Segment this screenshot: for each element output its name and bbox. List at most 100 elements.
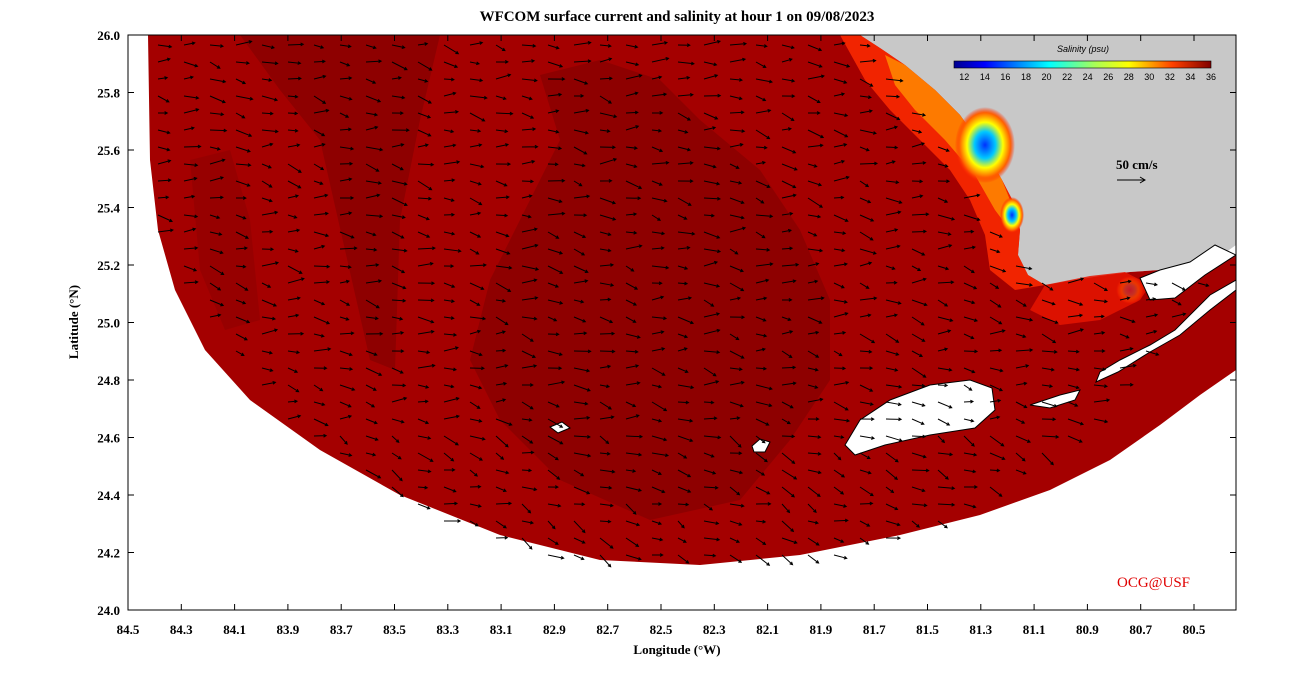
current-vector	[573, 384, 591, 392]
current-vector	[261, 350, 273, 355]
current-vector	[417, 329, 435, 335]
current-vector	[781, 554, 794, 566]
current-vector	[729, 265, 744, 273]
current-vector	[677, 161, 694, 165]
colorbar-tick-label: 16	[1000, 72, 1010, 82]
current-vector	[1119, 363, 1137, 369]
current-vector	[781, 127, 792, 131]
current-vector	[469, 469, 478, 477]
current-vector	[573, 469, 585, 477]
current-vector	[599, 112, 618, 119]
current-vector	[833, 331, 847, 335]
current-vector	[287, 277, 305, 284]
current-vector	[547, 452, 559, 461]
current-vector	[859, 282, 870, 289]
current-vector	[547, 162, 559, 167]
current-vector	[911, 316, 925, 326]
current-vector	[417, 246, 436, 251]
current-vector	[417, 316, 435, 324]
current-vector	[651, 92, 668, 97]
land-keys	[1095, 244, 1236, 383]
current-vector	[599, 95, 612, 104]
current-vector	[651, 128, 663, 133]
current-vector	[833, 350, 843, 357]
current-vector	[911, 212, 930, 217]
current-vector	[911, 161, 927, 165]
current-vector	[573, 180, 583, 187]
current-vector	[833, 175, 850, 182]
current-vector	[443, 197, 455, 202]
current-vector	[989, 468, 1001, 473]
current-vector	[755, 435, 766, 444]
current-vector	[729, 451, 743, 456]
current-vector	[833, 469, 846, 478]
current-vector	[1041, 452, 1054, 466]
current-vector	[703, 312, 721, 318]
scale-vector: 50 cm/s	[1116, 157, 1158, 184]
current-vector	[807, 435, 822, 439]
current-vector	[859, 78, 874, 87]
current-vector	[651, 214, 661, 221]
current-vector	[885, 125, 899, 131]
colorbar-tick-label: 24	[1083, 72, 1093, 82]
current-vector	[859, 501, 874, 506]
x-tick-label: 83.1	[490, 622, 513, 637]
current-vector	[443, 143, 457, 148]
current-vector	[391, 316, 404, 321]
current-vector	[911, 503, 928, 508]
current-vector	[287, 194, 300, 199]
current-vector	[313, 163, 325, 171]
current-vector	[339, 196, 355, 200]
current-vector	[859, 333, 876, 344]
current-vector	[209, 176, 225, 182]
colorbar-tick-label: 12	[959, 72, 969, 82]
current-vector	[391, 396, 408, 403]
current-vector	[547, 332, 560, 337]
current-vector	[807, 262, 820, 267]
current-vector	[859, 384, 874, 392]
current-vector	[417, 503, 431, 510]
current-vector	[833, 248, 846, 253]
current-vector	[703, 74, 719, 80]
current-vector	[833, 366, 847, 371]
current-vector	[1041, 282, 1054, 291]
current-vector	[313, 366, 328, 371]
current-vector	[703, 400, 715, 405]
current-vector	[547, 469, 561, 480]
current-vector	[313, 193, 329, 199]
current-vector	[807, 554, 820, 564]
current-vector	[833, 435, 845, 439]
current-vector	[261, 247, 275, 252]
current-vector	[287, 163, 302, 173]
current-vector	[729, 143, 744, 148]
current-vector	[859, 486, 874, 497]
current-vector	[1041, 333, 1057, 344]
current-vector	[599, 331, 616, 336]
current-vector	[651, 197, 668, 203]
current-vector	[781, 58, 793, 63]
current-vector	[651, 502, 663, 506]
current-vector	[365, 78, 377, 84]
current-vector	[521, 401, 534, 410]
current-vector	[677, 197, 692, 206]
current-vector	[781, 316, 792, 322]
current-vector	[781, 418, 791, 425]
current-vector	[417, 435, 432, 440]
current-vector	[547, 265, 564, 274]
current-vector	[859, 452, 871, 459]
current-vector	[651, 520, 663, 526]
current-vector	[495, 129, 509, 134]
current-vector	[261, 229, 274, 234]
current-vector	[1015, 381, 1028, 386]
x-tick-label: 84.5	[117, 622, 140, 637]
current-vector	[963, 384, 973, 391]
current-vector	[677, 333, 689, 339]
current-vector	[573, 401, 589, 406]
current-vector	[313, 347, 332, 352]
current-vector	[625, 554, 642, 561]
current-vector	[833, 41, 846, 46]
current-vector	[469, 61, 481, 66]
current-vector	[599, 485, 613, 490]
current-vector	[261, 95, 279, 102]
current-vector	[573, 486, 591, 495]
